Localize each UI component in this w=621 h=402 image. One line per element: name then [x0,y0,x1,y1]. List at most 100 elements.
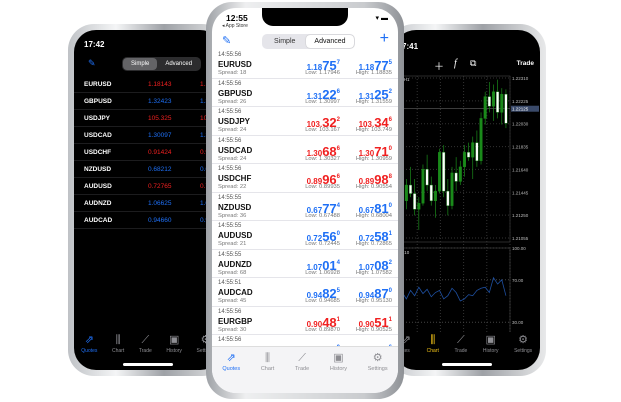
add-symbol-icon[interactable]: + [379,30,389,47]
bid-price: 1.31226 [307,86,340,104]
candle [467,152,471,158]
ask-price-part: 98 [374,172,389,187]
quote-row[interactable]: 14:55:56 USDCHF Spread: 22 0.89966 0.89988 Lo… [212,164,398,193]
ask-price-part: 08 [374,257,389,273]
ask-price-part: 0.94 [358,291,375,300]
low-price: Low: 1.06928 [305,269,340,276]
tab-trade[interactable]: ⟋ Trade [295,353,309,393]
tab-trade[interactable]: ⟋ Trade [139,335,152,355]
candle [417,203,421,210]
tab-settings[interactable]: ⚙ Settings [514,335,533,355]
bid-price-part: 22 [322,86,337,102]
quote-row[interactable]: 14:55:56 GBPUSD Spread: 26 1.31226 1.31252 Lo… [212,78,398,107]
segment-advanced[interactable]: Advanced [165,61,193,67]
spread: Spread: 24 [218,127,247,133]
tab-chart[interactable]: ⫼ Chart [427,335,439,355]
bid-price-part: 0.89 [306,177,323,186]
candle [500,93,504,113]
bid-price-part: 6 [336,88,340,95]
bid-price-part: 0 [336,231,340,237]
quote-row[interactable]: 14:55:56 EURUSD Spread: 18 1.18757 1.18775 Lo… [212,50,398,79]
segment-simple[interactable]: Simple [274,38,296,45]
tab-bar: ⇗ tes ⫼ Chart ⟋ Trade ▣ History ⚙ Settings [394,334,540,355]
quote-row[interactable]: 14:55:51 AUDCAD Spread: 45 0.94825 0.94870 Lo… [212,278,398,307]
trade-button[interactable]: Trade [516,60,534,67]
status-icons: ▾ ▬ [375,15,388,22]
ask-price-part: 1.30 [358,148,375,158]
segment-simple[interactable]: Simple [123,58,158,70]
price-chart[interactable]: 1.22310 1.22225 1.22030 1.21835 1.21640 1.214… [394,72,540,332]
ask-price-part: 0.72 [358,234,375,243]
ask-price-part: 2 [388,259,392,266]
tab-chart[interactable]: ⫼ Chart [261,353,274,393]
tab-history[interactable]: ▣ History [330,353,347,393]
tab-label: Quotes [222,366,241,372]
quote-time: 14:55:56 [218,166,242,172]
home-indicator [123,363,173,366]
tab-tes[interactable]: ⇗ tes [401,334,412,355]
segment-advanced[interactable]: Advanced [306,35,354,48]
low-price: Low: 1.30327 [305,155,340,162]
low-price: Low: 103.167 [305,127,340,133]
ask-price-part: 81 [374,200,389,216]
low-price: Low: 0.89870 [305,326,340,333]
bid-price: 0.72765 [148,183,172,190]
ask-price: 0.90511 [359,314,392,332]
tab-trade[interactable]: ⟋ Trade [454,335,467,355]
back-to-app-store[interactable]: ◂ App Store [222,23,248,29]
current-price-marker [511,105,539,112]
left-phone-screen: 17:42 ✎ Simple Advanced EURUSD1.181431.1… [74,30,222,370]
price-tick: 1.22225 [512,99,529,104]
quote-time: 14:55:56 [218,52,242,58]
bid-price: 0.89966 [307,171,340,189]
low-price: Low: 1.30997 [305,98,340,105]
quote-time: 14:55:55 [218,251,242,258]
high-price: High: 103.749 [355,127,392,133]
tab-bar: ⇗ Quotes ⫼ Chart ⟋ Trade ▣ History ⚙ Settings [212,346,398,393]
crosshair-icon[interactable]: ＋ [434,62,444,73]
bid-price: 0.90481 [307,314,340,332]
tab-history[interactable]: ▣ History [166,335,182,355]
quote-row[interactable]: 14:55:55 AUDNZD Spread: 68 1.07014 1.07082 Lo… [212,249,398,278]
ask-price-part: 8 [388,174,392,180]
indicators-icon[interactable]: f [454,58,457,69]
tab-settings[interactable]: ⚙ Settings [197,335,215,355]
quote-row[interactable]: 14:55:56 EURGBP Spread: 30 0.90481 0.90511 Lo… [212,306,398,335]
tab-settings[interactable]: ⚙ Settings [368,353,388,393]
symbol: USDCAD [218,145,253,155]
symbol: AUDCAD [84,217,113,224]
ask-price-part: 71 [374,143,389,159]
quote-time: 14:55:56 [218,80,242,87]
candle [421,169,425,204]
price-tick: 1.21055 [512,236,529,241]
edit-icon[interactable]: ✎ [88,58,96,68]
quote-row[interactable]: 14:55:56 USDCAD Spread: 24 1.30686 1.30710 Lo… [212,135,398,164]
symbol: NZDUSD [84,166,112,173]
quote-row[interactable]: 14:55:56 USDJPY Spread: 24 103.322 103.346 Lo… [212,107,398,136]
quote-time: 14:55:51 [218,280,242,286]
candle [433,190,437,202]
objects-icon[interactable]: ⧉ [470,58,477,68]
center-phone-screen: 12:55 ◂ App Store ▾ ▬ ✎ Simple Advanced … [212,8,398,393]
quote-row[interactable]: 14:55:55 NZDUSD Spread: 36 0.67774 0.67810 Lo… [212,192,398,221]
high-price: High: 0.68004 [355,212,392,219]
tab-quotes[interactable]: ⇗ Quotes [222,353,240,393]
tab-quotes[interactable]: ⇗ Quotes [81,335,97,355]
tab-history[interactable]: ▣ History [483,335,499,355]
price-tick: 1.21835 [512,145,529,150]
edit-icon[interactable]: ✎ [222,35,232,47]
tab-chart[interactable]: ⫼ Chart [112,335,124,355]
high-price: High: 1.31559 [355,98,392,105]
quotes-icon: ⇗ [401,334,412,346]
tab-label: Settings [514,348,533,354]
quote-row[interactable]: 14:55:55 AUDUSD Spread: 21 0.72560 0.72581 Lo… [212,221,398,250]
